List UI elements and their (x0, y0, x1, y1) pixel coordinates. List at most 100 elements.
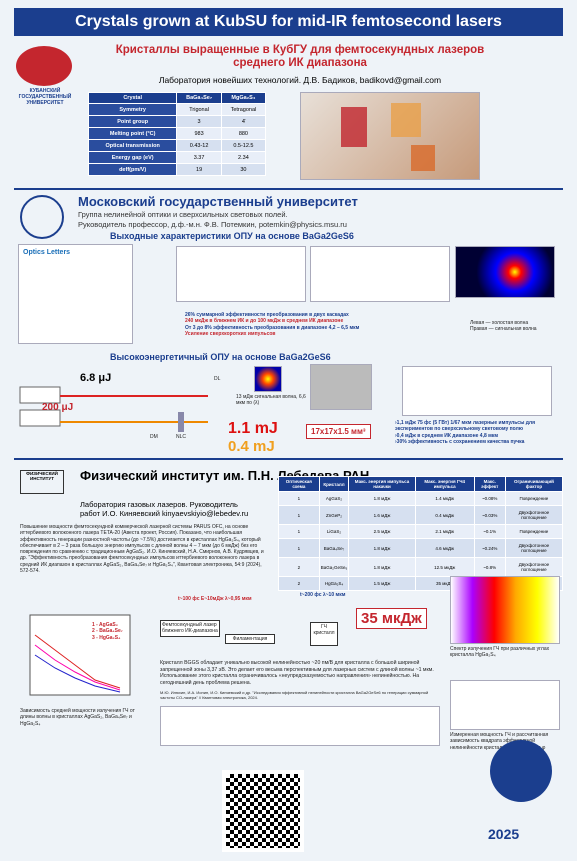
energy-label: 6.8 μJ (80, 372, 112, 384)
beam-profile (455, 246, 555, 298)
cell: ~0.24% (473, 538, 506, 558)
cell: Energy gap (eV) (87, 151, 178, 164)
cell: 30 (220, 163, 267, 176)
cell: 19 (176, 163, 222, 176)
paper-figure: Optics Letters (18, 244, 133, 344)
box (19, 409, 61, 427)
nlc (178, 412, 184, 432)
harm-caption: Измеренная мощность ГЧ и рассчитанная за… (450, 732, 549, 751)
cell: Trigonal (176, 103, 222, 116)
fian-text: Повышение мощности фемтосекундной коммер… (20, 524, 264, 574)
msu-section: Выходные характеристики ОПУ на основе Ba… (110, 231, 354, 241)
row: 1 ZnGeP₂ 1.6 мДж 0.4 мкДж ~0.03% Двухфотонное… (278, 505, 564, 525)
cell: BaGa₄Se₇ (318, 538, 350, 558)
cell: 0.43-12 (176, 139, 222, 152)
signal-note: 13 мДж сигнальная волна, 6,6 мкм по (λ) (236, 394, 306, 407)
header-cell: Crystal (87, 92, 178, 104)
header-row: Оптическая схема Кристалл Макс. энергия им… (278, 476, 564, 492)
title: Crystals grown at KubSU for mid-IR femto… (14, 8, 563, 36)
row: Symmetry Trigonal Tetragonal (87, 103, 267, 116)
divider (14, 458, 563, 460)
cell: Двухфотонное поглощение (504, 505, 564, 525)
crystal-size: 17x17x1.5 мм³ (306, 424, 371, 439)
row: 2 BaGa₂GeSe₆ 1.8 мДж 12.5 мкДж ~0.8% Двухфото… (278, 557, 564, 577)
cell: Повреждение (504, 491, 564, 506)
cell: 0.4 мкДж (414, 505, 475, 525)
header-cell: Макс. эффект (473, 476, 506, 492)
legend-item: 3 - HgGa₂S₄ (92, 634, 121, 641)
fian-text2: Кристалл BGGS обладает уникально высокой… (160, 660, 434, 686)
curve (34, 654, 121, 693)
energy-label: 0.4 mJ (228, 438, 275, 455)
kubsu-title: Кристаллы выращенные в КубГУ для фемтосе… (115, 44, 485, 70)
crystal (411, 145, 435, 171)
msu-subtitle: Группа нелинейной оптики и сверхсильных … (78, 210, 288, 219)
energy-label: 1.1 mJ (228, 420, 278, 437)
crystals-photo (300, 92, 480, 180)
cell: Point group (87, 115, 178, 128)
row: Point group 3 4̄ (87, 115, 267, 128)
cell: 2.5 мДж (348, 524, 416, 539)
cell: 4̄ (220, 115, 267, 128)
harmonic-plot (29, 614, 131, 696)
cell: ZnGeP₂ (318, 505, 350, 525)
curve (34, 644, 121, 691)
cell: ~0.03% (473, 505, 506, 525)
curve (34, 634, 121, 689)
year: 2025 (488, 826, 520, 842)
fian-lab: Лаборатория газовых лазеров. Руководител… (80, 500, 249, 518)
cell: 2.1 мкДж (414, 524, 475, 539)
cell: LiGaS₂ (318, 524, 350, 539)
spectra-plot (402, 366, 552, 416)
beam-note: Левая — холостая волна Правая — сигнальн… (470, 320, 537, 333)
cell: 880 (220, 127, 267, 140)
cell: 1 (278, 491, 320, 506)
cell: AgGaS₂ (318, 491, 350, 506)
references (160, 706, 440, 746)
plot-frame (29, 614, 131, 696)
row: deff(pm/V) 19 30 (87, 163, 267, 176)
cell: 2.34 (220, 151, 267, 164)
msu-notes: ›1,1 мДж 75 фс (5 ГВт) 1/67 мкм лазерные… (395, 420, 536, 445)
header-cell: Макс. энергия ГЧ4 импульса (414, 476, 475, 492)
spectrum (450, 576, 560, 644)
energy-label: 200 μJ (42, 402, 74, 413)
header-row: Crystal BaGa₄Se₇ MgGa₂S₄ (87, 92, 267, 104)
legend: 1 - AgGaS₂ 2 - BaGa₄Se₇ 3 - HgGa₂S₄ (92, 622, 123, 641)
cell: 1.6 мДж (348, 505, 416, 525)
cell: deff(pm/V) (87, 163, 178, 176)
nlc-label: NLC (176, 434, 187, 440)
row: 1 LiGaS₂ 2.5 мДж 2.1 мкДж ~0.1% Повреждение (278, 524, 564, 539)
results-table: Оптическая схема Кристалл Макс. энергия им… (278, 476, 564, 591)
legend-item: 1 - AgGaS₂ (92, 622, 118, 628)
cell: 3 (176, 115, 222, 128)
cell: 0.5-12.5 (220, 139, 267, 152)
cell: 3.37 (176, 151, 222, 164)
cell: Двухфотонное поглощение (504, 538, 564, 558)
cell: 1 (278, 538, 320, 558)
fian-logo: ФИЗИЧЕСКИЙ ИНСТИТУТ (20, 470, 64, 494)
dl: DL (214, 376, 221, 382)
crystal-photo (310, 364, 372, 410)
cell: 12.5 мкДж (414, 557, 475, 577)
bullet: От 3 до 8% эффективность преобразования … (185, 324, 360, 331)
header-cell: Ограничивающий фактор (504, 476, 564, 492)
cell: 1 (278, 505, 320, 525)
bullets: 26% суммарной эффективности преобразован… (185, 312, 385, 337)
spec-caption: Спектр излучения ГЧ при различных углах … (450, 646, 550, 659)
bullet: 240 мкДж в ближнем ИК и до 100 мкДж в ср… (185, 318, 344, 325)
header-cell: Макс. энергия импульса накачки (348, 476, 416, 492)
msu-title: Московский государственный университет (78, 194, 358, 209)
kubsu-logo-text: КУБАНСКИЙ ГОСУДАРСТВЕННЫЙ УНИВЕРСИТЕТ (18, 88, 72, 106)
msu-section: Высокоэнергетичный ОПУ на основе BaGa2Ge… (110, 352, 331, 362)
row: 1 BaGa₄Se₇ 1.8 мДж 4.6 мкДж ~0.24% Двухфотонн… (278, 538, 564, 558)
pulse-out: t~200 фс λ~10 мкм (300, 592, 346, 598)
cell: 1.8 мДж (348, 557, 416, 577)
bullet: 26% суммарной эффективности преобразован… (185, 312, 349, 318)
cell: Tetragonal (220, 103, 267, 116)
dm: DM (150, 434, 158, 440)
msu-head: Руководитель профессор, д.ф.-м.н. Ф.В. П… (78, 220, 347, 229)
cell: 2 (278, 557, 320, 577)
opa-diagram (19, 386, 208, 432)
cell: 1.8 мДж (348, 491, 416, 506)
